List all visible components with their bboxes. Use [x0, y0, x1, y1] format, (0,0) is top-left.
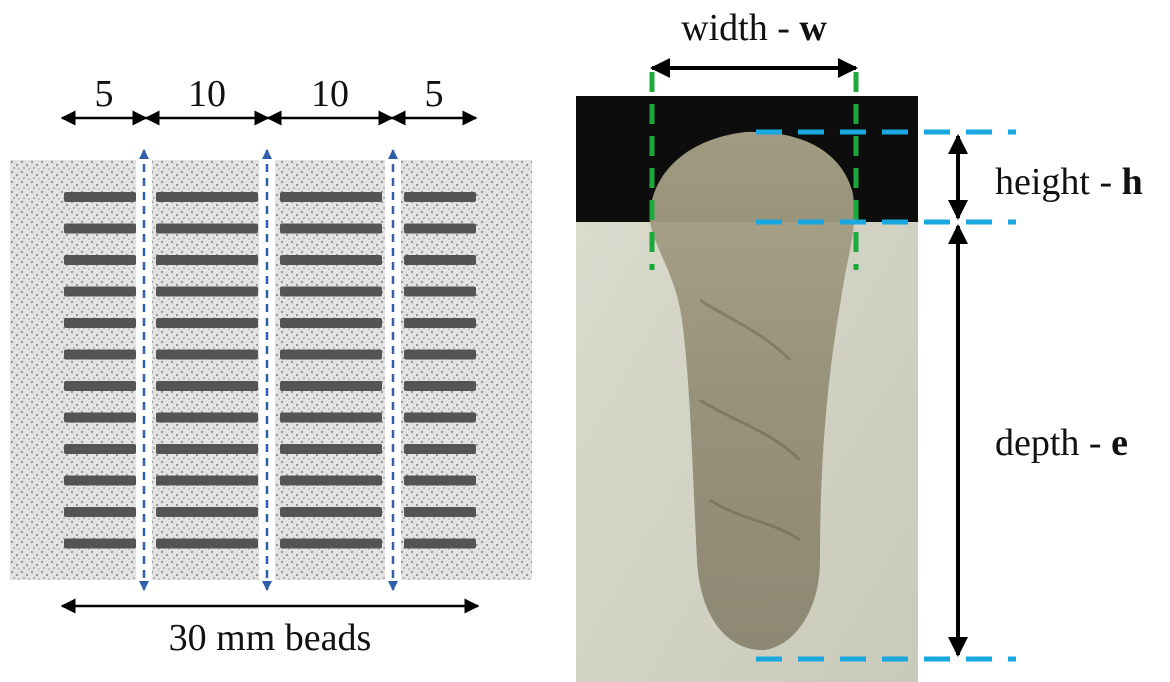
- bead-3-segment-4: [404, 255, 476, 265]
- total-length-label: 30 mm beads: [169, 617, 372, 659]
- bead-5-segment-4: [404, 318, 476, 328]
- weld-bead-section: [649, 131, 855, 651]
- cut-gap-1: [136, 150, 152, 590]
- segment-label-1: 5: [95, 73, 114, 115]
- bead-2-segment-2: [156, 223, 258, 234]
- bead-6-segment-4: [404, 349, 476, 360]
- right-panel: width - w height - h depth - e: [576, 7, 1143, 682]
- bead-5-segment-3: [280, 318, 382, 328]
- segment-label-2: 10: [188, 73, 226, 115]
- bead-6-segment-2: [156, 349, 258, 360]
- bead-1-segment-1: [64, 192, 136, 202]
- bead-9-segment-1: [64, 444, 136, 454]
- bead-9-segment-2: [156, 444, 258, 454]
- bead-7-segment-2: [156, 381, 258, 391]
- bead-11-segment-4: [404, 507, 476, 517]
- cut-gap-3: [385, 150, 401, 590]
- bead-10-segment-2: [156, 475, 258, 486]
- bead-2-segment-1: [64, 223, 136, 234]
- segment-label-3: 10: [311, 73, 349, 115]
- bead-10-segment-1: [64, 475, 136, 486]
- bead-texture: [699, 298, 802, 542]
- bead-2-segment-4: [404, 223, 476, 234]
- bead-9-segment-3: [280, 444, 382, 454]
- bead-12-segment-3: [280, 538, 382, 549]
- bead-8-segment-2: [156, 412, 258, 423]
- bead-8-segment-4: [404, 412, 476, 423]
- bead-11-segment-2: [156, 507, 258, 517]
- bead-1-segment-3: [280, 192, 382, 202]
- bead-1-segment-2: [156, 192, 258, 202]
- bead-8-segment-3: [280, 412, 382, 423]
- width-box: [649, 72, 859, 270]
- bead-5-segment-2: [156, 318, 258, 328]
- cut-lines: [136, 149, 401, 591]
- bead-4-segment-2: [156, 286, 258, 297]
- bead-6-segment-3: [280, 349, 382, 360]
- height-label: height - h: [995, 161, 1143, 203]
- bead-4-segment-4: [404, 286, 476, 297]
- cut-gap-2: [259, 150, 275, 590]
- bead-8-segment-1: [64, 412, 136, 423]
- bead-4-segment-3: [280, 286, 382, 297]
- bead-4-segment-1: [64, 286, 136, 297]
- bead-12-segment-1: [64, 538, 136, 549]
- left-panel: 5 10 10 5 30 mm beads: [10, 73, 532, 659]
- bead-7-segment-4: [404, 381, 476, 391]
- bead-11-segment-3: [280, 507, 382, 517]
- bead-3-segment-1: [64, 255, 136, 265]
- bead-3-segment-2: [156, 255, 258, 265]
- weld-beads: [64, 192, 476, 549]
- bead-11-segment-1: [64, 507, 136, 517]
- width-label: width - w: [681, 7, 827, 49]
- bead-12-segment-2: [156, 538, 258, 549]
- cross-section-micrograph: [576, 96, 918, 682]
- bead-7-segment-3: [280, 381, 382, 391]
- bead-1-segment-4: [404, 192, 476, 202]
- segment-label-4: 5: [425, 73, 444, 115]
- height-depth-guides: [756, 129, 1016, 662]
- bead-3-segment-3: [280, 255, 382, 265]
- bead-5-segment-1: [64, 318, 136, 328]
- bead-10-segment-4: [404, 475, 476, 486]
- bead-7-segment-1: [64, 381, 136, 391]
- depth-label: depth - e: [995, 422, 1128, 464]
- bead-12-segment-4: [404, 538, 476, 549]
- bead-2-segment-3: [280, 223, 382, 234]
- bead-9-segment-4: [404, 444, 476, 454]
- bead-10-segment-3: [280, 475, 382, 486]
- bead-6-segment-1: [64, 349, 136, 360]
